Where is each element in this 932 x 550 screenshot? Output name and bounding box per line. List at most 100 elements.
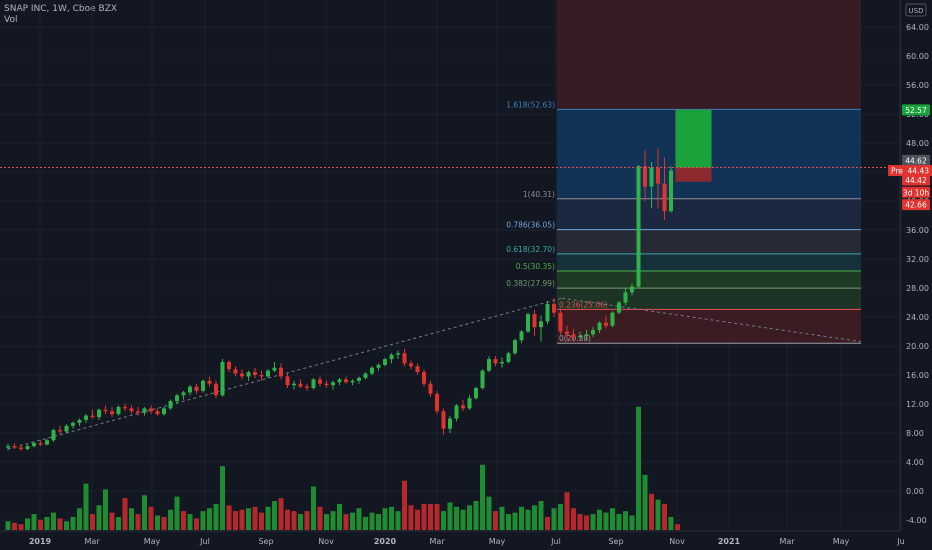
candle bbox=[279, 363, 283, 380]
volume-bar bbox=[662, 503, 667, 530]
volume-bar bbox=[298, 514, 303, 530]
candle bbox=[162, 406, 166, 416]
candle-body bbox=[454, 405, 459, 419]
candle bbox=[454, 404, 459, 422]
price-axis[interactable]: 64.0060.0056.0052.0048.0044.0040.0036.00… bbox=[888, 0, 932, 531]
candle bbox=[337, 377, 342, 386]
pre-market-bg bbox=[888, 165, 932, 177]
volume-bar bbox=[304, 511, 310, 530]
volume-bar bbox=[57, 518, 63, 530]
candle-body bbox=[558, 312, 563, 332]
candle-body bbox=[129, 408, 134, 412]
candle-body bbox=[643, 166, 647, 187]
candle bbox=[448, 415, 452, 433]
volume-bar bbox=[194, 518, 199, 530]
candle-body bbox=[389, 354, 394, 360]
candle bbox=[142, 406, 147, 416]
candles bbox=[6, 143, 680, 452]
candle bbox=[324, 380, 329, 389]
volume-bar bbox=[603, 512, 609, 530]
volume-bar bbox=[499, 506, 505, 530]
candle-body bbox=[363, 373, 368, 378]
candle bbox=[32, 441, 36, 448]
candle bbox=[500, 357, 504, 368]
last-price-label: 44.62 bbox=[902, 154, 930, 166]
candle-body bbox=[188, 386, 192, 393]
candle-body bbox=[64, 425, 69, 432]
candle-body bbox=[201, 380, 205, 391]
volume-bar bbox=[44, 516, 50, 530]
volume-bar bbox=[12, 522, 17, 530]
volume-bar bbox=[324, 514, 329, 530]
x-tick-label: 2020 bbox=[374, 537, 397, 546]
fib-level-label: 0.786(36.05) bbox=[506, 221, 555, 230]
candle-body bbox=[428, 383, 433, 394]
candle bbox=[584, 330, 589, 341]
y-tick-label: -4.00 bbox=[906, 516, 927, 525]
candle bbox=[467, 395, 472, 410]
volume-bar bbox=[77, 508, 82, 530]
candle bbox=[155, 408, 160, 416]
y-tick-label: 32.00 bbox=[906, 255, 929, 264]
candle-body bbox=[305, 386, 309, 389]
candle bbox=[45, 438, 49, 446]
volume-label: Vol bbox=[4, 15, 18, 25]
candle-body bbox=[324, 383, 329, 386]
volume-bar bbox=[629, 515, 635, 530]
candle bbox=[181, 390, 186, 400]
candle-body bbox=[233, 369, 238, 374]
candle bbox=[389, 353, 394, 364]
volume-bar bbox=[64, 521, 69, 530]
volume-bar bbox=[5, 521, 11, 530]
candle-body bbox=[97, 409, 101, 418]
volume-bar bbox=[239, 509, 245, 530]
fib-zone-top bbox=[557, 0, 861, 110]
volume-bar bbox=[382, 508, 388, 530]
candle-body bbox=[259, 375, 264, 377]
volume-bar bbox=[252, 506, 258, 530]
candle-body bbox=[656, 167, 660, 184]
candle-body bbox=[415, 366, 420, 373]
resistance-trend-line bbox=[561, 297, 862, 343]
y-tick-label: 28.00 bbox=[906, 284, 929, 293]
candle-body bbox=[318, 379, 322, 384]
candle bbox=[526, 312, 530, 333]
candle-body bbox=[519, 331, 524, 341]
trend-lines[interactable] bbox=[7, 297, 862, 450]
volume-bar bbox=[363, 516, 368, 530]
candle-body bbox=[545, 303, 550, 322]
volume-bar bbox=[538, 501, 544, 530]
candle bbox=[305, 383, 309, 391]
candle bbox=[136, 406, 140, 416]
candle-body bbox=[591, 330, 595, 335]
candle bbox=[474, 386, 478, 400]
volume-bar bbox=[415, 509, 420, 530]
candle-body bbox=[19, 447, 23, 449]
target-price-label-text: 52.57 bbox=[905, 106, 927, 115]
candle bbox=[623, 288, 628, 306]
candle bbox=[506, 351, 511, 364]
volume-bar bbox=[103, 489, 108, 530]
candle-body bbox=[552, 303, 556, 313]
volume-bar bbox=[480, 464, 485, 530]
candle-body bbox=[467, 398, 472, 409]
candle-body bbox=[584, 334, 589, 336]
volume-bar bbox=[519, 506, 524, 530]
candle-body bbox=[435, 393, 439, 412]
x-tick-label: Jul bbox=[199, 537, 210, 546]
candle bbox=[552, 298, 556, 317]
last-price-label-text: 44.62 bbox=[905, 156, 927, 165]
candle-body bbox=[311, 379, 316, 389]
candle bbox=[363, 372, 368, 380]
volume-bar bbox=[285, 509, 290, 530]
volume-bar bbox=[161, 516, 167, 530]
volume-bar bbox=[597, 509, 602, 530]
volume-bar bbox=[135, 514, 141, 530]
x-tick-label: Nov bbox=[318, 537, 334, 546]
pre-market-value: 44.43 bbox=[908, 167, 930, 176]
time-axis[interactable]: 2019 Mar May Jul Sep Nov 2020 Mar May Jul Sep Nov 20… bbox=[0, 530, 905, 546]
y-tick-label: 16.00 bbox=[906, 371, 929, 380]
candle-body bbox=[422, 372, 426, 384]
currency-box bbox=[905, 3, 927, 17]
